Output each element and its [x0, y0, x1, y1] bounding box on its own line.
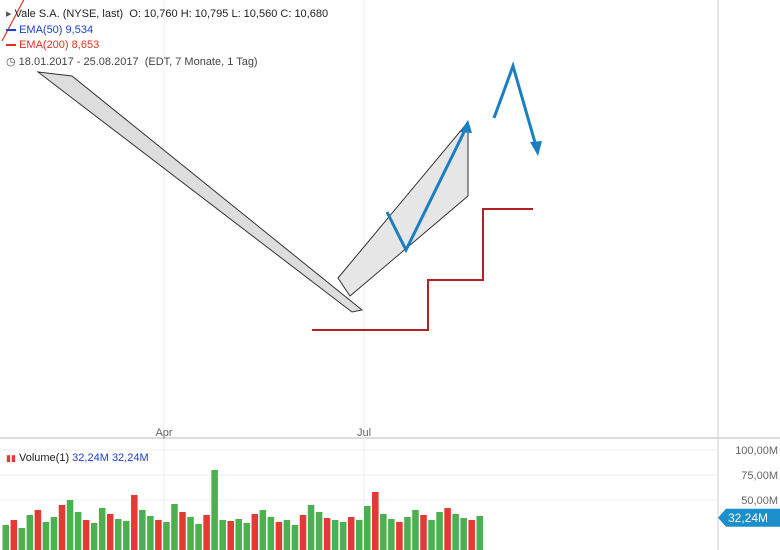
- volume-bar: [26, 515, 34, 550]
- volume-bar: [179, 512, 186, 550]
- ema200-label: EMA(200): [19, 39, 69, 51]
- volume-bar: [171, 504, 178, 550]
- volume-bar: [211, 470, 218, 550]
- volume-last-tag: [718, 508, 780, 527]
- ohlc-readout: O: 10,760 H: 10,795 L: 10,560 C: 10,680: [129, 8, 329, 20]
- volume-bar: [436, 512, 443, 550]
- volume-bar: [251, 514, 259, 550]
- volume-bar: [18, 528, 26, 550]
- ema50-label: EMA(50): [19, 24, 63, 36]
- volume-bar: [323, 518, 331, 550]
- ema50-legend[interactable]: EMA(50) 9,534: [6, 24, 93, 36]
- volume-label: Volume(1): [18, 452, 70, 464]
- volume-bar: [315, 512, 323, 550]
- projection-arrow-2: [492, 61, 538, 147]
- volume-last-label: 32,24M: [728, 511, 768, 525]
- ema200-swatch: [6, 44, 16, 47]
- chart-header-title: ▸ Vale S.A. (NYSE, last) O: 10,760 H: 10…: [6, 7, 328, 20]
- volume-bar: [195, 524, 202, 550]
- volume-bar: [420, 515, 427, 550]
- volume-bar: [58, 505, 66, 550]
- downtrend-channel: [36, 71, 364, 313]
- ema50-swatch: [6, 29, 16, 32]
- volume-bar: [259, 510, 267, 550]
- volume-bar: [299, 515, 307, 550]
- volume-bar: [291, 525, 299, 550]
- date-range: ◷ 18.01.2017 - 25.08.2017 (EDT, 7 Monate…: [6, 55, 258, 68]
- ema50-value: 9,534: [65, 24, 94, 36]
- volume-legend[interactable]: ▮▮ Volume(1) 32,24M 32,24M: [6, 452, 149, 464]
- volume-bar: [396, 522, 403, 550]
- price-panel: [0, 0, 718, 438]
- volume-bar: [131, 495, 138, 550]
- volume-bar: [203, 515, 210, 550]
- clock-icon: ◷: [6, 56, 16, 68]
- volume-value-2: 32,24M: [111, 452, 149, 464]
- volume-bar: [139, 510, 146, 550]
- volume-bar: [307, 505, 315, 550]
- volume-bar: [235, 519, 242, 550]
- uptrend-channel: [337, 120, 469, 297]
- volume-bar: [364, 506, 371, 550]
- volume-bar: [275, 522, 283, 550]
- x-tick-label: Jul: [357, 427, 371, 439]
- ema200-value: 8,653: [71, 39, 100, 51]
- volume-bar: [82, 520, 90, 550]
- x-tick-label: Apr: [155, 427, 172, 439]
- volume-bar: [428, 520, 435, 550]
- volume-bar: [74, 512, 82, 550]
- support-line: [312, 208, 533, 331]
- volume-y-tick-label: 75,00M: [741, 470, 778, 482]
- volume-y-tick-label: 50,00M: [741, 495, 778, 507]
- volume-bar: [155, 520, 162, 550]
- volume-bar: [372, 492, 379, 550]
- volume-value-1: 32,24M: [72, 452, 109, 464]
- volume-bar: [90, 523, 98, 550]
- range-text: 18.01.2017 - 25.08.2017: [18, 56, 139, 68]
- volume-bar: [452, 514, 459, 550]
- volume-bar: [347, 517, 355, 550]
- volume-bar: [106, 514, 114, 550]
- volume-bar: [34, 510, 42, 550]
- volume-bar: [468, 520, 475, 550]
- volume-bar: [243, 523, 251, 550]
- arrowhead-1: [460, 120, 472, 133]
- volume-bar: [163, 522, 170, 550]
- volume-bar: [10, 520, 18, 550]
- ema200-legend[interactable]: EMA(200) 8,653: [6, 39, 99, 51]
- volume-bar: [355, 520, 363, 550]
- range-note: (EDT, 7 Monate, 1 Tag): [144, 56, 258, 68]
- volume-bar: [219, 520, 226, 550]
- volume-bar: [331, 520, 339, 550]
- volume-bar: [380, 514, 387, 550]
- volume-bar: [123, 521, 130, 550]
- volume-bar: [114, 519, 122, 550]
- volume-bar: [147, 516, 154, 550]
- volume-bar: [412, 510, 419, 550]
- volume-bar: [444, 508, 451, 550]
- volume-bar: [187, 517, 194, 550]
- volume-bar: [50, 517, 58, 550]
- volume-bar: [227, 521, 234, 550]
- volume-bar: [476, 516, 483, 550]
- volume-bar: [98, 508, 106, 550]
- projection-arrow-1: [385, 123, 470, 254]
- volume-bars-icon: ▮▮: [6, 453, 16, 463]
- collapse-icon[interactable]: ▸: [6, 8, 12, 20]
- volume-bar: [404, 517, 411, 550]
- volume-bar: [388, 519, 395, 550]
- arrowhead-2: [530, 141, 542, 156]
- volume-bar: [460, 518, 467, 550]
- volume-bar: [283, 520, 291, 550]
- volume-bar: [66, 500, 74, 550]
- volume-bar: [2, 525, 10, 550]
- volume-bar: [267, 517, 275, 550]
- instrument-title: Vale S.A. (NYSE, last): [14, 8, 124, 20]
- volume-bar: [42, 522, 50, 550]
- volume-bar: [339, 522, 347, 550]
- volume-y-tick-label: 100,00M: [735, 445, 778, 457]
